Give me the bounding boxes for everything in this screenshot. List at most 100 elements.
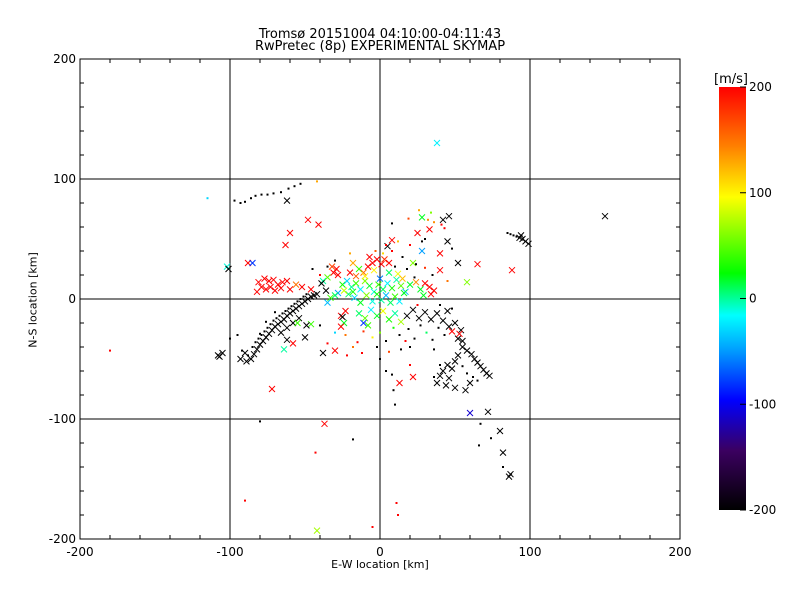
data-point-cross (439, 216, 447, 224)
x-tick-label: 200 (669, 545, 692, 559)
data-point-cross (508, 266, 516, 274)
data-point-cross (340, 287, 348, 294)
data-point-dot (413, 276, 416, 279)
data-point-cross (283, 277, 291, 285)
data-point-cross (463, 347, 471, 354)
y-axis-ticks: -200 -100 0 100 200 (49, 52, 680, 546)
data-point-cross (247, 355, 255, 363)
data-point-cross (388, 284, 396, 292)
data-point-dot (334, 331, 336, 334)
data-point-cross (255, 278, 262, 286)
data-point-cross (271, 287, 279, 294)
data-point-cross (324, 274, 331, 281)
data-point-cross (241, 349, 249, 357)
data-point-dot (287, 307, 290, 310)
colorbar-tick-label: 100 (749, 186, 772, 200)
data-point-dot (407, 217, 410, 220)
data-point-dot (371, 336, 374, 339)
grid (80, 59, 680, 539)
data-point-cross (280, 346, 288, 353)
data-point-cross (351, 294, 358, 302)
data-point-cross (459, 337, 466, 345)
data-point-dot (260, 334, 263, 336)
data-point-cross (436, 372, 444, 380)
data-point-dot (272, 319, 275, 322)
data-point-cross (406, 281, 414, 288)
data-point-cross (370, 266, 378, 274)
data-point-cross (417, 286, 424, 293)
data-point-dot (362, 330, 365, 333)
data-point-cross (436, 266, 444, 274)
data-point-dot (206, 197, 209, 200)
data-point-cross (376, 275, 384, 282)
data-point-cross (459, 343, 466, 351)
data-point-cross (381, 256, 388, 263)
data-point-cross (433, 379, 441, 387)
data-point-cross (525, 240, 532, 248)
data-point-dot (385, 340, 387, 342)
data-point-dot (296, 300, 299, 303)
data-point-dot (319, 324, 321, 327)
data-point-cross (507, 470, 514, 478)
data-point-dot (379, 358, 381, 360)
data-point-cross (361, 314, 369, 322)
data-point-cross (294, 319, 301, 327)
data-point-dot (506, 232, 509, 234)
chart-subtitle: RwPretec (8p) EXPERIMENTAL SKYMAP (254, 39, 506, 54)
data-point-cross (385, 269, 393, 276)
data-point-dot (290, 305, 293, 308)
data-point-dot (314, 451, 317, 454)
colorbar-ticks: 200 100 0 -100 -200 (740, 80, 776, 517)
data-point-dot (260, 193, 263, 196)
data-point-dot (439, 304, 441, 306)
data-point-cross (337, 323, 345, 330)
data-point-dot (361, 352, 363, 354)
data-point-cross (334, 271, 342, 279)
data-point-cross (298, 283, 306, 291)
data-point-dot (302, 295, 305, 298)
data-point-cross (249, 259, 256, 267)
data-point-cross (400, 289, 408, 297)
data-point-dot (281, 312, 284, 315)
data-point-cross (444, 238, 451, 245)
data-point-cross (321, 420, 328, 428)
data-point-cross (295, 314, 303, 322)
data-point-cross (399, 275, 406, 282)
data-point-cross (427, 316, 435, 323)
data-point-dot (397, 240, 399, 243)
data-point-dot (431, 274, 434, 276)
data-point-dot (424, 238, 426, 240)
data-point-cross (367, 306, 375, 314)
data-point-dot (254, 194, 257, 197)
data-point-cross (268, 385, 276, 393)
data-point-dot (352, 438, 354, 441)
data-point-cross (355, 310, 363, 317)
data-point-dot (379, 331, 381, 334)
data-point-dot (259, 420, 261, 423)
x-tick-label: -100 (216, 545, 243, 559)
data-point-dot (427, 218, 429, 221)
data-point-dot (409, 244, 411, 246)
data-point-cross (445, 323, 453, 330)
data-point-dot (433, 376, 435, 378)
data-point-cross (451, 358, 459, 365)
data-point-cross (444, 361, 451, 369)
data-point-cross (339, 313, 346, 321)
colorbar-tick-label: 0 (749, 292, 757, 306)
data-point-cross (391, 310, 399, 317)
data-point-cross (418, 247, 426, 255)
data-points (109, 139, 609, 534)
data-point-cross (333, 265, 340, 273)
data-point-dot (284, 310, 287, 312)
data-point-cross (415, 314, 423, 322)
data-point-cross (307, 286, 315, 293)
data-point-cross (484, 408, 492, 416)
data-point-cross (439, 367, 447, 375)
y-axis-label: N-S location [km] (26, 252, 40, 348)
data-point-cross (360, 319, 367, 327)
data-point-dot (451, 307, 453, 310)
data-point-cross (421, 280, 429, 287)
data-point-dot (472, 376, 474, 378)
data-point-cross (601, 212, 609, 220)
